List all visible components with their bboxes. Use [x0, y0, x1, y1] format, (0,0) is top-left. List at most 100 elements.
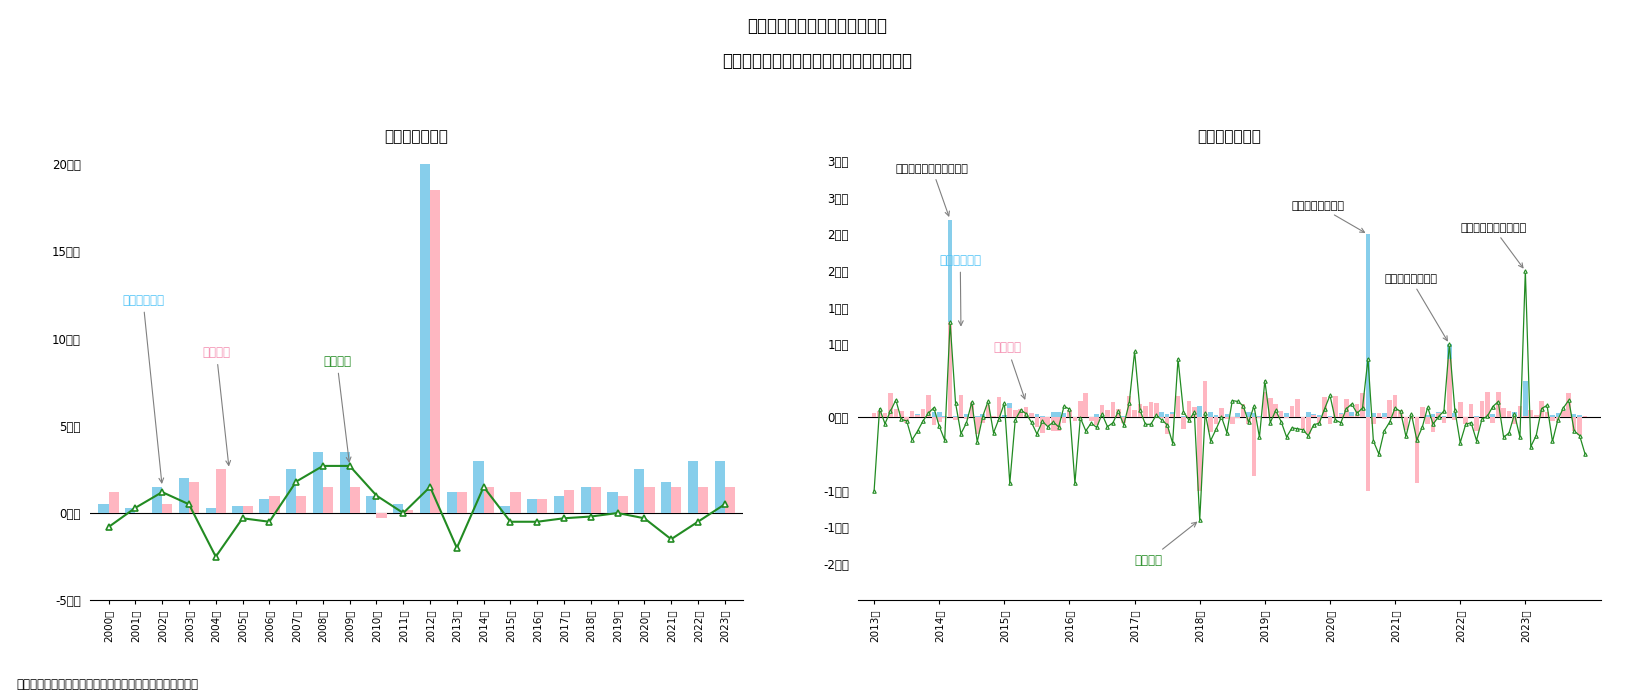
- Bar: [1149, 402, 1154, 417]
- Bar: [1062, 417, 1067, 423]
- Bar: [1067, 410, 1072, 417]
- Bar: [1219, 408, 1224, 417]
- Bar: [992, 416, 995, 417]
- Bar: [1132, 410, 1137, 417]
- Bar: [1025, 407, 1028, 417]
- Bar: [1008, 403, 1011, 417]
- Bar: [969, 401, 974, 417]
- Bar: [1328, 417, 1332, 424]
- Bar: [162, 504, 172, 513]
- Bar: [1149, 413, 1154, 417]
- Bar: [1062, 413, 1067, 417]
- Bar: [1350, 416, 1355, 417]
- Bar: [350, 487, 359, 513]
- Bar: [1252, 417, 1257, 476]
- Bar: [366, 496, 376, 513]
- Bar: [1230, 417, 1235, 424]
- Bar: [1127, 396, 1131, 417]
- Bar: [1448, 344, 1451, 417]
- Bar: [1160, 412, 1163, 417]
- Text: 賃貸可能面積・賃貸面積・空室面積の増減: 賃貸可能面積・賃貸面積・空室面積の増減: [722, 52, 912, 70]
- Bar: [688, 461, 698, 513]
- Bar: [1083, 393, 1088, 417]
- Text: 賃貸面積: 賃貸面積: [993, 341, 1026, 399]
- Bar: [1018, 415, 1023, 417]
- Bar: [1181, 417, 1186, 429]
- Bar: [500, 506, 510, 513]
- Bar: [394, 504, 404, 513]
- Bar: [1376, 414, 1381, 417]
- Bar: [894, 408, 899, 417]
- Bar: [430, 190, 440, 513]
- Bar: [1137, 404, 1142, 417]
- Bar: [1453, 413, 1458, 417]
- Bar: [1528, 412, 1533, 417]
- Bar: [1193, 407, 1196, 417]
- Bar: [1382, 417, 1387, 419]
- Bar: [953, 417, 958, 420]
- Bar: [1376, 413, 1381, 417]
- Bar: [126, 507, 136, 513]
- Bar: [1273, 413, 1278, 417]
- Bar: [1355, 415, 1359, 417]
- Bar: [1441, 417, 1446, 424]
- Bar: [1105, 412, 1109, 417]
- Bar: [1556, 417, 1560, 422]
- Text: 図表－５　横浜ビジネス地区の: 図表－５ 横浜ビジネス地区の: [747, 17, 887, 36]
- Bar: [1247, 417, 1252, 424]
- Bar: [1458, 416, 1462, 417]
- Bar: [997, 415, 1002, 417]
- Bar: [1154, 412, 1159, 417]
- Bar: [1284, 417, 1289, 418]
- Bar: [1165, 414, 1170, 417]
- Bar: [1469, 415, 1474, 417]
- Bar: [1328, 415, 1332, 417]
- Bar: [1051, 417, 1056, 431]
- Bar: [936, 417, 941, 422]
- Bar: [698, 487, 708, 513]
- Bar: [1338, 414, 1343, 417]
- Bar: [592, 487, 601, 513]
- Bar: [1317, 415, 1322, 417]
- Bar: [1056, 417, 1060, 431]
- Bar: [1018, 409, 1023, 417]
- Bar: [1371, 417, 1376, 424]
- Bar: [1366, 417, 1371, 491]
- Bar: [1002, 415, 1007, 417]
- Bar: [1051, 412, 1056, 417]
- Bar: [997, 396, 1002, 417]
- Bar: [1436, 412, 1441, 417]
- Bar: [1056, 412, 1060, 417]
- Text: 賃貸面積: 賃貸面積: [203, 346, 230, 466]
- Bar: [1490, 414, 1495, 417]
- Bar: [948, 220, 953, 417]
- Text: （出所）三鬼商事のデータを基にニッセイ基礎研究所作成: （出所）三鬼商事のデータを基にニッセイ基礎研究所作成: [16, 678, 198, 691]
- Bar: [1495, 413, 1500, 417]
- Bar: [959, 394, 964, 417]
- Bar: [1235, 413, 1240, 417]
- Bar: [98, 504, 108, 513]
- Bar: [1083, 415, 1088, 417]
- Bar: [608, 492, 618, 513]
- Bar: [1415, 417, 1418, 483]
- Bar: [1458, 402, 1462, 417]
- Bar: [1296, 415, 1299, 417]
- Bar: [1041, 416, 1044, 417]
- Bar: [992, 415, 995, 417]
- Text: 賃貸可能面積: 賃貸可能面積: [940, 253, 982, 325]
- Bar: [1404, 417, 1409, 430]
- Bar: [1240, 403, 1245, 417]
- Bar: [1317, 417, 1322, 424]
- Bar: [1186, 401, 1191, 417]
- Bar: [286, 469, 296, 513]
- Bar: [1046, 417, 1051, 424]
- Bar: [1154, 403, 1159, 417]
- Bar: [899, 410, 904, 417]
- Bar: [1511, 417, 1516, 424]
- Bar: [926, 395, 931, 417]
- Bar: [1170, 415, 1175, 417]
- Bar: [1219, 416, 1224, 417]
- Bar: [1338, 413, 1343, 417]
- Bar: [877, 412, 882, 417]
- Bar: [1214, 417, 1219, 424]
